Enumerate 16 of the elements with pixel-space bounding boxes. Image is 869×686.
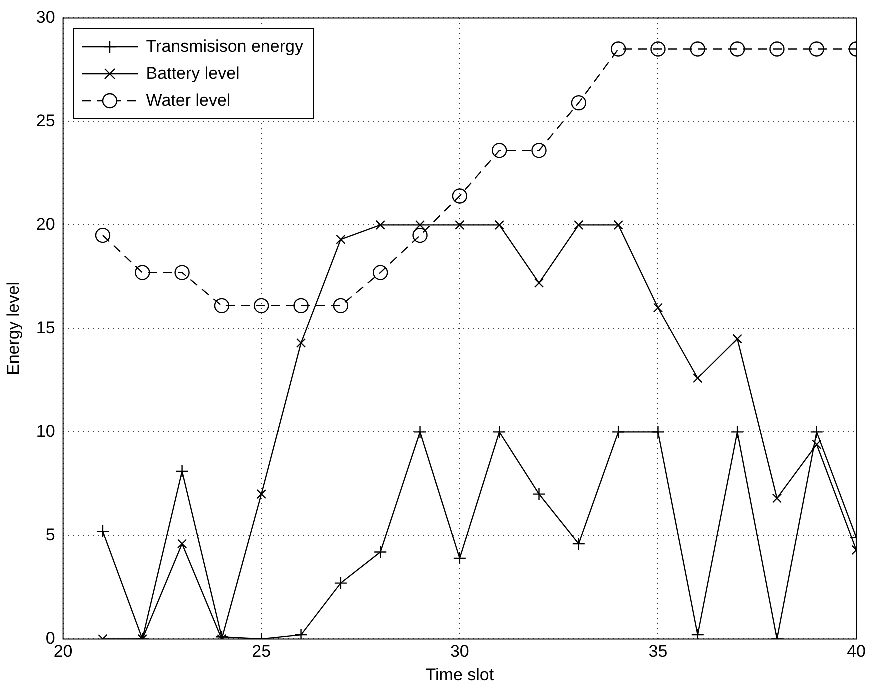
x-tick-label: 25 — [252, 642, 272, 662]
y-tick-label: 30 — [36, 8, 56, 27]
y-tick-label: 25 — [36, 111, 56, 130]
y-tick-label: 0 — [46, 628, 56, 648]
y-tick-label: 5 — [46, 525, 56, 544]
x-tick-label: 40 — [847, 642, 866, 662]
legend-label: Water level — [146, 90, 231, 111]
y-tick-label: 15 — [36, 318, 56, 338]
x-axis-title: Time slot — [426, 665, 494, 684]
legend-label: Transmisison energy — [146, 36, 304, 57]
y-axis-title: Energy level — [4, 282, 23, 376]
y-tick-label: 10 — [36, 422, 56, 441]
legend-label: Battery level — [146, 64, 240, 84]
y-tick-label: 20 — [36, 214, 56, 234]
x-tick-label: 30 — [450, 642, 470, 662]
x-tick-label: 35 — [648, 642, 668, 662]
